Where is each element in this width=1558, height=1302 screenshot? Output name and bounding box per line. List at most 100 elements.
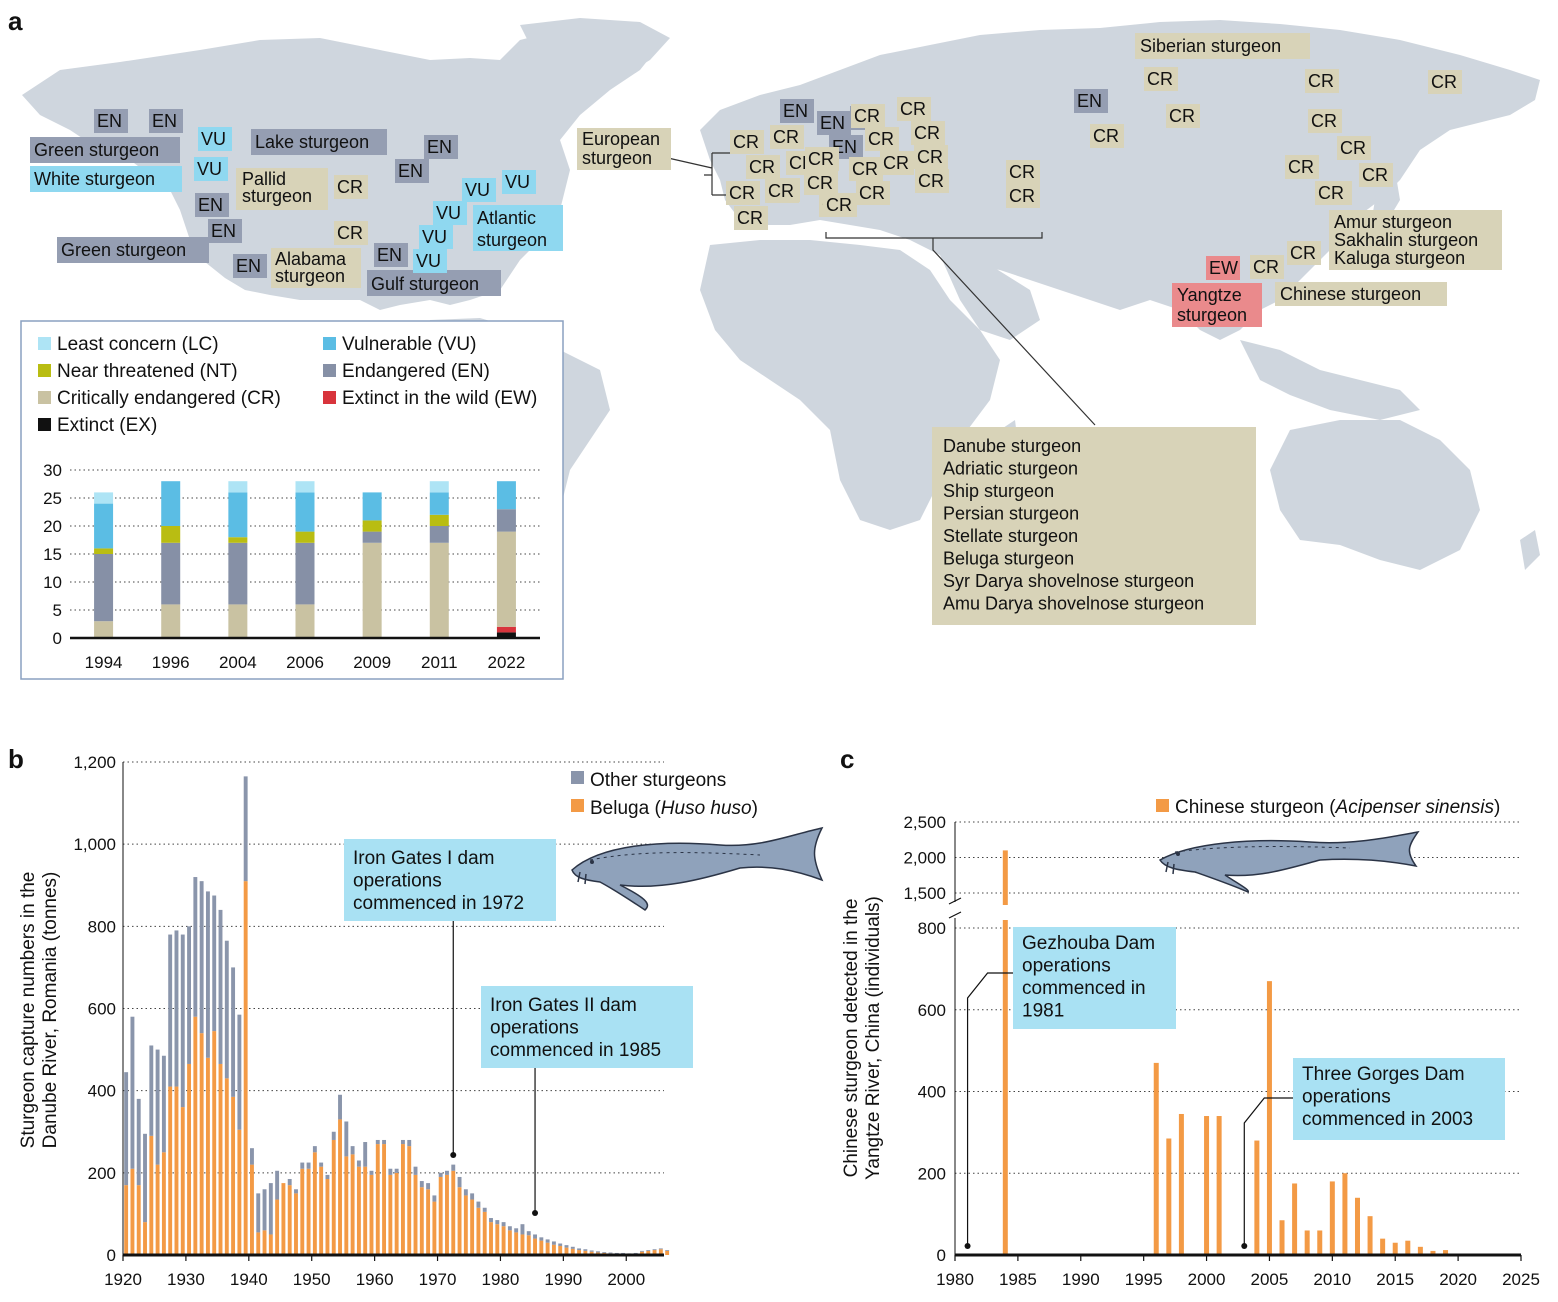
status-tag: VU	[198, 127, 232, 151]
bar-segment-nt	[94, 548, 114, 554]
status-tag: EN	[195, 193, 229, 217]
species-label-box	[1329, 210, 1502, 270]
status-tag-box	[334, 175, 368, 199]
bar-other-sturgeons	[495, 1220, 500, 1225]
legend-swatch-other	[571, 771, 584, 784]
status-tag-box	[1308, 109, 1342, 133]
y-tick-label: 5	[53, 601, 62, 620]
status-tag-label: CR	[337, 223, 363, 243]
bar-beluga	[665, 1250, 670, 1255]
caspian-connector	[825, 232, 1096, 426]
legend-label-nt: Near threatened (NT)	[57, 361, 238, 382]
status-tag: CR	[1287, 241, 1321, 265]
y-axis-label: Sturgeon capture numbers in the	[18, 872, 39, 1149]
bar-other-sturgeons	[482, 1207, 487, 1212]
bar-beluga	[375, 1144, 380, 1255]
y-tick-label: 15	[43, 545, 62, 564]
x-tick-label: 1930	[167, 1270, 205, 1289]
bar-beluga	[482, 1211, 487, 1255]
bar-beluga	[451, 1170, 456, 1255]
y-tick-label: 1,500	[903, 884, 946, 903]
bar-beluga	[143, 1222, 147, 1255]
bar-chinese-sturgeon	[1380, 1238, 1386, 1255]
bar-segment-en	[429, 526, 449, 543]
bar-other-sturgeons	[306, 1162, 311, 1169]
bar-other-sturgeons	[614, 1252, 619, 1254]
bar-beluga	[514, 1232, 519, 1255]
status-tag-box	[880, 151, 914, 175]
bar-other-sturgeons	[658, 1248, 663, 1250]
dam-callout-text: commenced in 2003	[1302, 1109, 1473, 1130]
bar-other-sturgeons	[124, 1072, 129, 1186]
x-tick-label: 2006	[286, 653, 324, 672]
bar-segment-ew	[496, 626, 516, 633]
species-label: sturgeon	[477, 230, 547, 250]
status-tag: EN	[233, 254, 267, 278]
status-tag: CR	[734, 206, 768, 230]
x-tick-label: 2005	[1251, 1270, 1289, 1289]
bar-beluga	[419, 1187, 424, 1255]
status-tag-label: CR	[883, 153, 909, 173]
species-label-box	[236, 168, 328, 210]
dam-callout-text: commenced in 1972	[353, 893, 524, 914]
bar-beluga	[652, 1250, 657, 1255]
status-tag-label: CR	[917, 147, 943, 167]
bar-chinese-sturgeon-upper	[1002, 850, 1008, 905]
status-tag: EN	[424, 135, 458, 159]
bar-other-sturgeons	[621, 1252, 626, 1254]
bar-other-sturgeons	[193, 877, 198, 1017]
status-tag-label: EN	[198, 195, 223, 215]
status-tag-box	[914, 145, 948, 169]
status-tag-label: VU	[416, 251, 441, 271]
species-label: Green sturgeon	[61, 240, 186, 260]
status-tag-box	[1305, 69, 1339, 93]
legend-swatch-beluga	[571, 799, 584, 812]
status-tag-box	[149, 109, 183, 133]
status-tag: CR	[1006, 184, 1040, 208]
status-tag: CR	[1337, 136, 1371, 160]
bar-other-sturgeons	[356, 1160, 361, 1167]
status-tag-label: VU	[201, 129, 226, 149]
status-tag: CR	[856, 181, 890, 205]
y-tick-label: 200	[88, 1164, 116, 1183]
bar-beluga	[350, 1154, 355, 1255]
bar-chinese-sturgeon	[1292, 1183, 1298, 1255]
species-label: Danube sturgeon	[943, 436, 1081, 456]
legend-swatch-lc	[38, 337, 51, 350]
bar-other-sturgeons	[539, 1237, 544, 1241]
status-tag-box	[1206, 256, 1240, 280]
map-connector-lines	[667, 152, 1096, 426]
status-tag-box	[395, 159, 429, 183]
status-tag-box	[1315, 181, 1349, 205]
bar-other-sturgeons	[168, 934, 173, 1087]
bar-chinese-sturgeon	[1216, 1116, 1222, 1255]
australia-landmass	[1270, 420, 1480, 570]
european-connector	[667, 152, 730, 196]
status-tag-label: VU	[422, 227, 447, 247]
status-tag-box	[198, 127, 232, 151]
status-tag: CR	[730, 130, 764, 154]
bar-beluga	[463, 1195, 468, 1255]
species-label: Adriatic sturgeon	[943, 459, 1078, 479]
status-tag-box	[726, 181, 760, 205]
y-tick-label: 10	[43, 573, 62, 592]
x-tick-label: 1985	[999, 1270, 1037, 1289]
bar-chinese-sturgeon	[1279, 1220, 1285, 1255]
y-tick-label: 0	[53, 629, 62, 648]
bar-chinese-sturgeon	[1254, 1140, 1260, 1255]
status-tag-box	[851, 104, 885, 128]
bar-chinese-sturgeon	[1367, 1216, 1373, 1255]
status-tag-box	[374, 243, 408, 267]
bar-segment-en	[228, 542, 248, 605]
y-tick-label: 30	[43, 461, 62, 480]
legend-label-vu: Vulnerable (VU)	[342, 334, 476, 355]
bar-beluga	[388, 1174, 393, 1255]
status-tag-box	[780, 99, 814, 123]
bar-other-sturgeons	[256, 1193, 261, 1233]
status-tag-box	[770, 125, 804, 149]
species-label: Stellate sturgeon	[943, 526, 1078, 546]
status-tag: CR	[765, 179, 799, 203]
beluga-fish-illustration	[571, 826, 824, 911]
legend-text: Beluga (	[590, 798, 661, 819]
legend-swatch-en	[323, 364, 336, 377]
